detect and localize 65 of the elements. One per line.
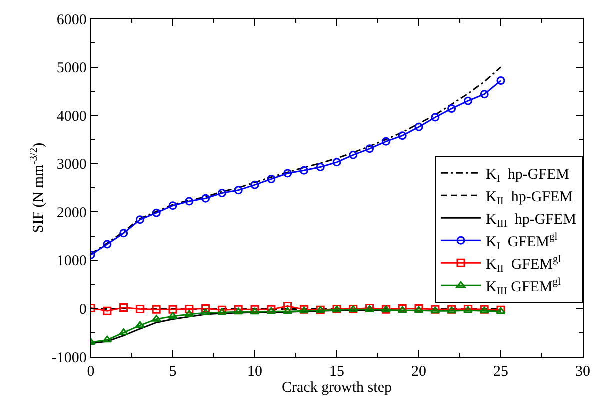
y-tick-label: 3000	[56, 157, 87, 174]
point	[202, 304, 210, 313]
x-tick-label: 30	[576, 364, 590, 380]
point	[414, 122, 424, 132]
point	[284, 169, 292, 178]
point	[217, 308, 227, 316]
legend-label: K$_{I}$ hp-GFEM	[486, 167, 570, 186]
legend-label: K$_{III}$ hp-GFEM	[486, 212, 577, 230]
point	[103, 240, 112, 249]
point	[136, 304, 144, 314]
x-axis-title: Crack growth step	[282, 380, 392, 396]
legend-label: K$_{II}$ GFEM$^{gl}$	[486, 254, 562, 276]
x-tick-label: 25	[494, 364, 508, 380]
point	[152, 315, 162, 322]
point	[283, 307, 293, 314]
point	[382, 137, 390, 146]
y-tick-label: 6000	[56, 12, 87, 28]
y-tick-label: -1000	[52, 350, 87, 366]
x-tick-label: 15	[330, 364, 344, 380]
x-tick-label: 10	[248, 364, 262, 380]
point	[184, 310, 194, 318]
point	[284, 302, 292, 311]
legend-label: K$_{II}$ hp-GFEM	[486, 190, 574, 208]
point	[480, 90, 489, 99]
y-tick-label: 4000	[56, 108, 87, 125]
point	[464, 96, 472, 106]
point	[185, 304, 194, 314]
point	[349, 150, 358, 160]
x-tick-label: 5	[169, 364, 177, 380]
point	[202, 194, 210, 203]
point	[168, 305, 178, 314]
legend-label: K$_{I}$ GFEM$^{gl}$	[486, 232, 558, 253]
point	[398, 132, 407, 140]
point	[218, 189, 226, 198]
point	[431, 113, 440, 122]
point	[234, 186, 243, 195]
point	[496, 76, 506, 86]
point	[316, 162, 325, 172]
point	[103, 306, 112, 316]
point	[135, 321, 145, 328]
point	[120, 229, 128, 238]
point	[152, 208, 161, 218]
point	[152, 305, 161, 314]
y-tick-label: 2000	[56, 205, 87, 222]
point	[102, 336, 112, 343]
point	[366, 144, 374, 154]
point	[300, 166, 308, 175]
point	[168, 202, 178, 210]
point	[250, 308, 260, 315]
y-tick-label: 1000	[56, 254, 87, 270]
point	[267, 175, 276, 184]
legend-label: K$_{III}$ GFEM$^{gl}$	[486, 277, 562, 298]
point	[234, 308, 244, 315]
point	[136, 216, 144, 224]
point	[201, 308, 211, 316]
point	[448, 104, 456, 114]
y-tick-label: 5000	[56, 60, 87, 77]
point	[119, 328, 129, 336]
point	[185, 197, 194, 206]
point	[120, 304, 128, 312]
x-tick-label: 20	[412, 364, 426, 380]
y-tick-label: 0	[79, 302, 87, 318]
point	[250, 180, 260, 190]
point	[168, 312, 178, 319]
point	[332, 158, 342, 167]
